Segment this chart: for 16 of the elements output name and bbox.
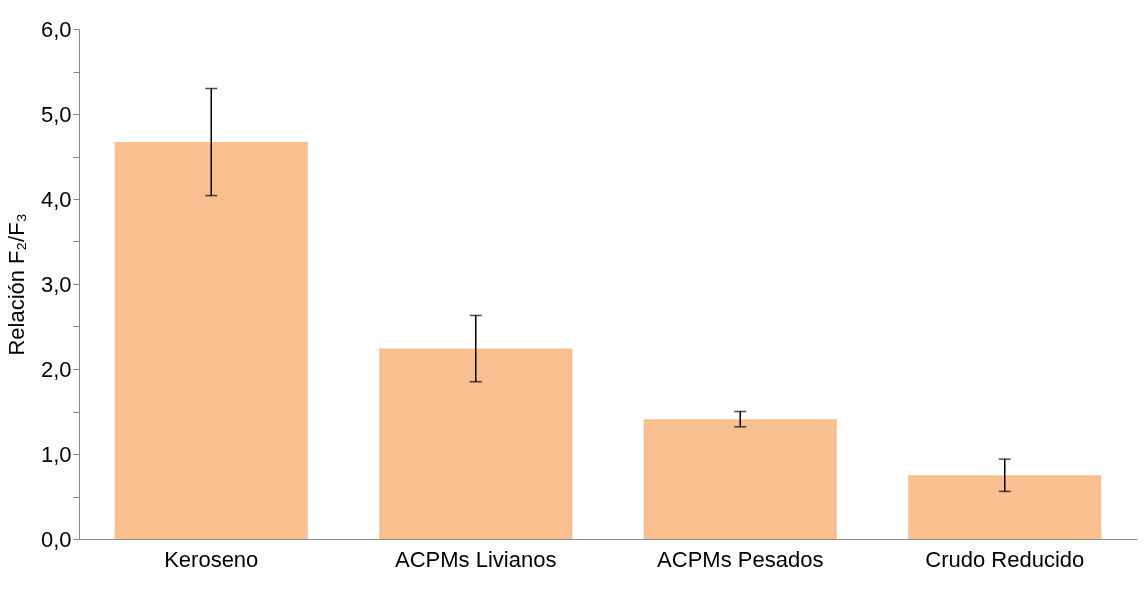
y-tick-label: 3,0 [40,271,72,297]
bar [643,419,837,539]
y-axis-title: Relación F₂/F₃ [3,213,29,356]
y-tick-label: 4,0 [40,186,72,212]
y-tick-label: 1,0 [40,441,72,467]
x-tick-label: ACPMs Livianos [395,546,557,572]
x-tick-label: Crudo Reducido [925,546,1085,572]
x-tick-label: ACPMs Pesados [657,546,824,572]
y-tick-label: 0,0 [40,526,72,552]
bar [114,142,308,539]
y-tick-label: 6,0 [40,16,72,42]
bar [908,475,1102,539]
y-tick-label: 2,0 [40,356,72,382]
y-tick-label: 5,0 [40,101,72,127]
x-tick-label: Keroseno [164,546,259,572]
bar [379,348,573,539]
